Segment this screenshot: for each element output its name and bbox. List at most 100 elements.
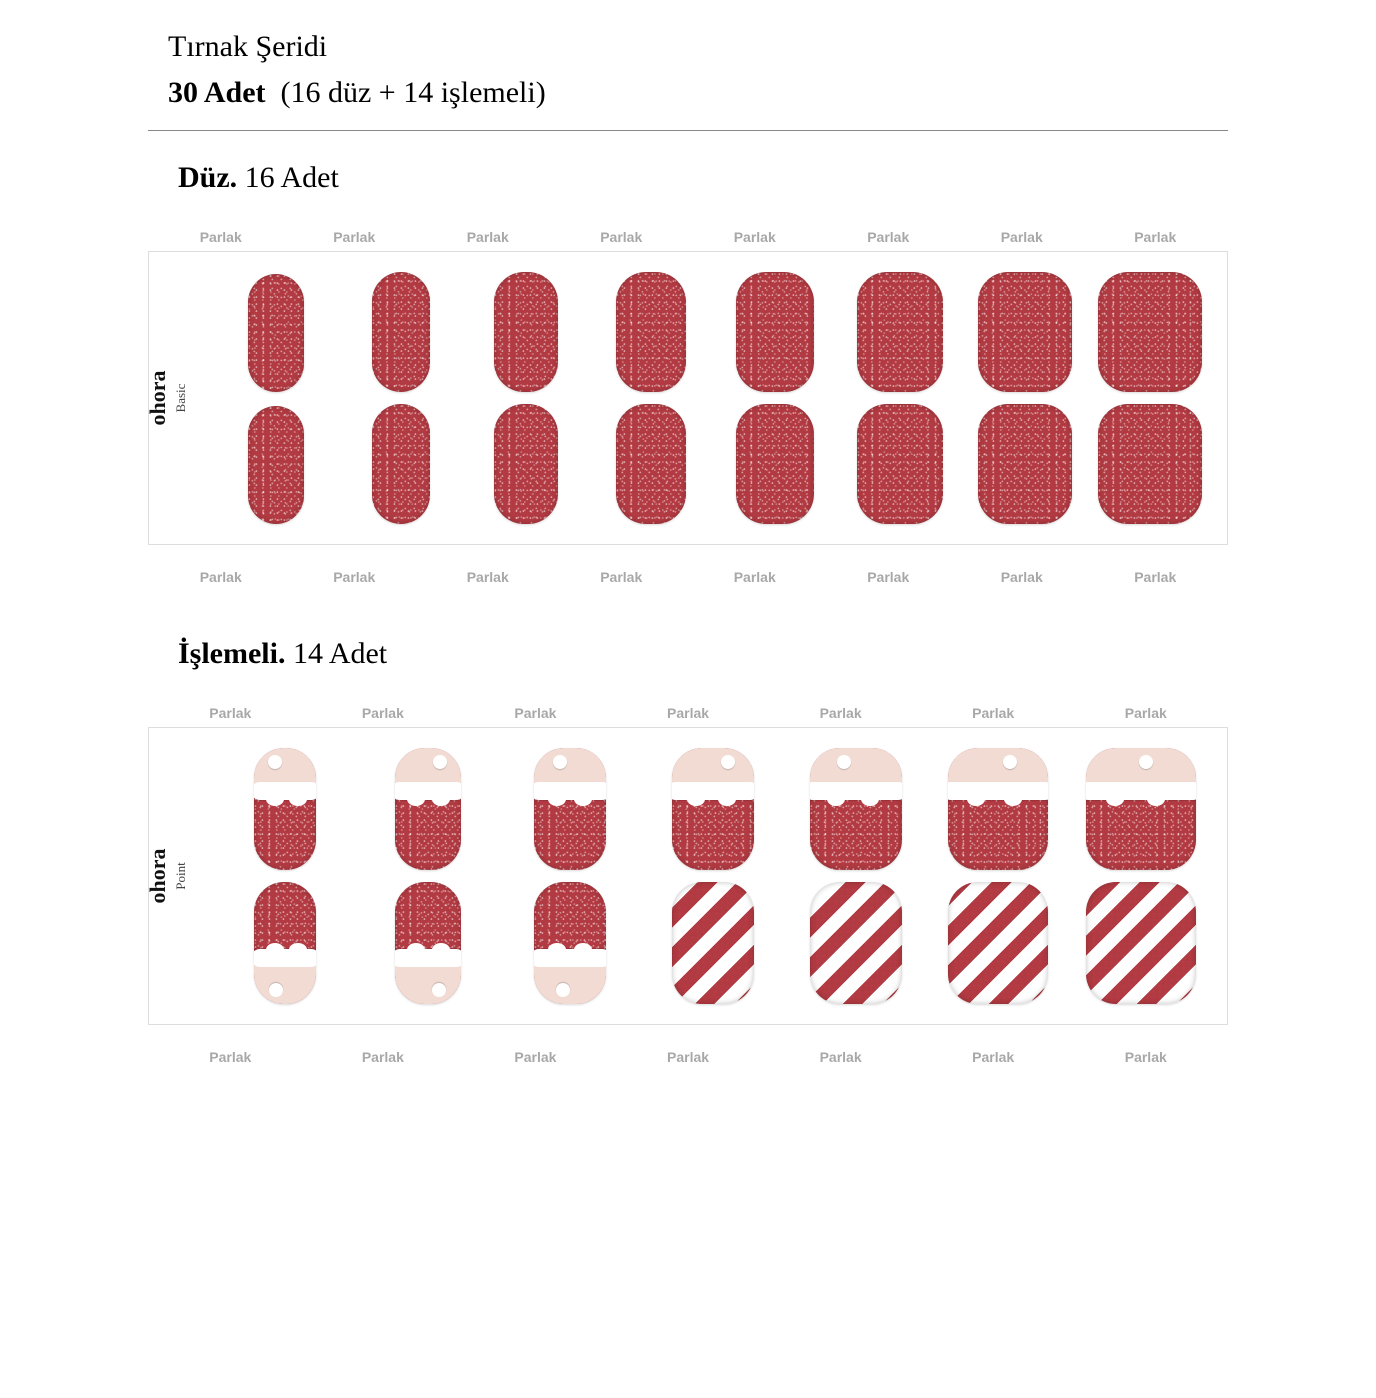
nail-santa — [948, 748, 1048, 870]
nail-cell — [219, 882, 352, 1004]
nail-glitter — [372, 404, 430, 524]
nail-glitter — [1098, 404, 1202, 524]
finish-label: Parlak — [154, 223, 288, 251]
finish-label: Parlak — [764, 1039, 917, 1071]
nail-glitter — [616, 272, 686, 392]
nail-cell — [647, 882, 780, 1004]
header: Tırnak Şeridi 30 Adet (16 düz + 14 işlem… — [148, 30, 1228, 130]
point-title-count: 14 Adet — [293, 637, 387, 670]
nail-cell — [932, 882, 1065, 1004]
nail-glitter — [736, 404, 814, 524]
nail-cell — [219, 406, 334, 524]
nail-cell — [504, 882, 637, 1004]
nail-cell — [1092, 272, 1207, 392]
brand-name: ohora — [145, 371, 170, 426]
finish-label: Parlak — [421, 559, 555, 591]
nail-cell — [718, 404, 833, 524]
finish-label: Parlak — [1069, 699, 1222, 727]
count-detail: (16 düz + 14 işlemeli) — [281, 76, 546, 109]
nail-santa_inv — [395, 882, 461, 1004]
basic-title-count: 16 Adet — [245, 161, 339, 194]
nail-cell — [932, 748, 1065, 870]
brand-line-point: Point — [173, 849, 189, 904]
point-labels-bottom: ParlakParlakParlakParlakParlakParlakParl… — [154, 1039, 1222, 1071]
point-labels-top: ParlakParlakParlakParlakParlakParlakParl… — [154, 699, 1222, 727]
nail-cell — [469, 272, 584, 392]
point-nails-row — [219, 882, 1207, 1004]
nail-glitter — [248, 274, 304, 392]
brand-basic: ohora Basic — [145, 371, 189, 426]
basic-labels-top: ParlakParlakParlakParlakParlakParlakParl… — [154, 223, 1222, 251]
nail-cell — [1074, 748, 1207, 870]
nail-stripes — [672, 882, 754, 1004]
finish-label: Parlak — [288, 223, 422, 251]
finish-label: Parlak — [288, 559, 422, 591]
brand-point: ohora Point — [145, 849, 189, 904]
nail-cell — [647, 748, 780, 870]
nail-glitter — [736, 272, 814, 392]
finish-label: Parlak — [1089, 559, 1223, 591]
finish-label: Parlak — [917, 699, 1070, 727]
nail-cell — [968, 272, 1083, 392]
finish-label: Parlak — [421, 223, 555, 251]
finish-label: Parlak — [1069, 1039, 1222, 1071]
nail-santa — [534, 748, 606, 870]
finish-label: Parlak — [154, 559, 288, 591]
point-sheet: ohora Point — [148, 727, 1228, 1025]
nail-cell — [219, 748, 352, 870]
nail-glitter — [1098, 272, 1202, 392]
finish-label: Parlak — [307, 1039, 460, 1071]
nail-santa — [810, 748, 902, 870]
nail-glitter — [372, 272, 430, 392]
nail-cell — [843, 404, 958, 524]
nail-cell — [789, 748, 922, 870]
divider — [148, 130, 1228, 131]
nail-stripes — [1086, 882, 1196, 1004]
nail-cell — [362, 748, 495, 870]
point-section-title: İşlemeli. 14 Adet — [178, 637, 1228, 671]
basic-title-bold: Düz. — [178, 161, 237, 194]
nail-glitter — [494, 272, 558, 392]
nail-santa — [672, 748, 754, 870]
nail-glitter — [857, 404, 943, 524]
finish-label: Parlak — [688, 223, 822, 251]
finish-label: Parlak — [822, 559, 956, 591]
finish-label: Parlak — [822, 223, 956, 251]
nail-cell — [968, 404, 1083, 524]
nail-cell — [344, 404, 459, 524]
finish-label: Parlak — [1089, 223, 1223, 251]
nail-glitter — [494, 404, 558, 524]
finish-label: Parlak — [688, 559, 822, 591]
nail-santa — [1086, 748, 1196, 870]
nail-cell — [1092, 404, 1207, 524]
nail-cell — [362, 882, 495, 1004]
finish-label: Parlak — [955, 559, 1089, 591]
count-bold: 30 Adet — [168, 76, 266, 109]
point-title-bold: İşlemeli. — [178, 637, 285, 670]
product-info-panel: Tırnak Şeridi 30 Adet (16 düz + 14 işlem… — [148, 30, 1228, 1071]
nail-cell — [344, 272, 459, 392]
basic-section-title: Düz. 16 Adet — [178, 161, 1228, 195]
nail-santa — [395, 748, 461, 870]
nail-glitter — [248, 406, 304, 524]
brand-name: ohora — [145, 849, 170, 904]
finish-label: Parlak — [955, 223, 1089, 251]
product-count: 30 Adet (16 düz + 14 işlemeli) — [168, 76, 1228, 110]
nail-cell — [593, 404, 708, 524]
nail-stripes — [948, 882, 1048, 1004]
finish-label: Parlak — [459, 1039, 612, 1071]
basic-labels-bottom: ParlakParlakParlakParlakParlakParlakParl… — [154, 559, 1222, 591]
finish-label: Parlak — [459, 699, 612, 727]
finish-label: Parlak — [555, 559, 689, 591]
point-nails-row — [219, 748, 1207, 870]
finish-label: Parlak — [307, 699, 460, 727]
nail-cell — [1074, 882, 1207, 1004]
nail-santa_inv — [254, 882, 316, 1004]
finish-label: Parlak — [764, 699, 917, 727]
brand-line-basic: Basic — [173, 371, 189, 426]
finish-label: Parlak — [154, 1039, 307, 1071]
nail-cell — [843, 272, 958, 392]
basic-nails-row — [219, 272, 1207, 392]
nail-cell — [504, 748, 637, 870]
nail-glitter — [857, 272, 943, 392]
